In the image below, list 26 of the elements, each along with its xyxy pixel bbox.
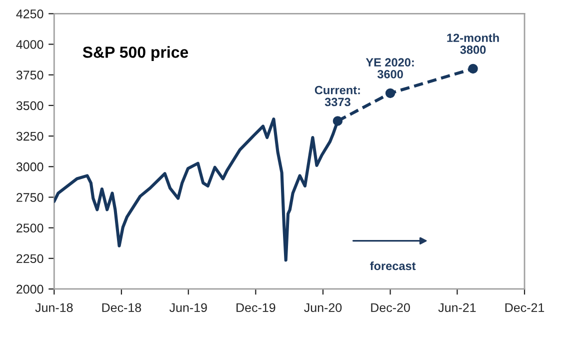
annotation: YE 2020: 3600 — [366, 58, 414, 78]
x-tick-label: Jun-19 — [169, 303, 207, 312]
y-tick-label: 3500 — [16, 101, 44, 110]
y-tick-label: 2750 — [16, 193, 44, 202]
y-tick-label: 2500 — [16, 224, 44, 232]
point — [468, 64, 478, 74]
x-tick-label: Dec-18 — [102, 303, 142, 312]
text: S&P 500 price — [82, 46, 188, 62]
x-tick-label: Jun-18 — [35, 303, 73, 312]
x-tick-label: Dec-21 — [505, 303, 544, 312]
y-tick-label: 2000 — [16, 284, 44, 294]
annotation: 12-month 3800 — [447, 33, 499, 54]
point — [332, 116, 343, 126]
y-tick-label: 3750 — [16, 70, 44, 80]
y-tick-label: 2250 — [16, 254, 44, 264]
point — [385, 88, 396, 98]
annotation: Current: 3373 — [314, 86, 360, 106]
y-tick-label: 3250 — [16, 132, 44, 141]
y-tick-label: 3000 — [16, 162, 44, 172]
x-tick-label: Dec-19 — [236, 303, 276, 312]
y-tick-label: 4250 — [16, 9, 44, 18]
x-tick-label: Dec-20 — [371, 303, 410, 312]
x-tick-label: Jun-20 — [304, 303, 342, 312]
y-tick-label: 4000 — [16, 40, 44, 49]
annotation: forecast — [370, 261, 416, 270]
x-tick-label: Jun-21 — [438, 303, 476, 312]
